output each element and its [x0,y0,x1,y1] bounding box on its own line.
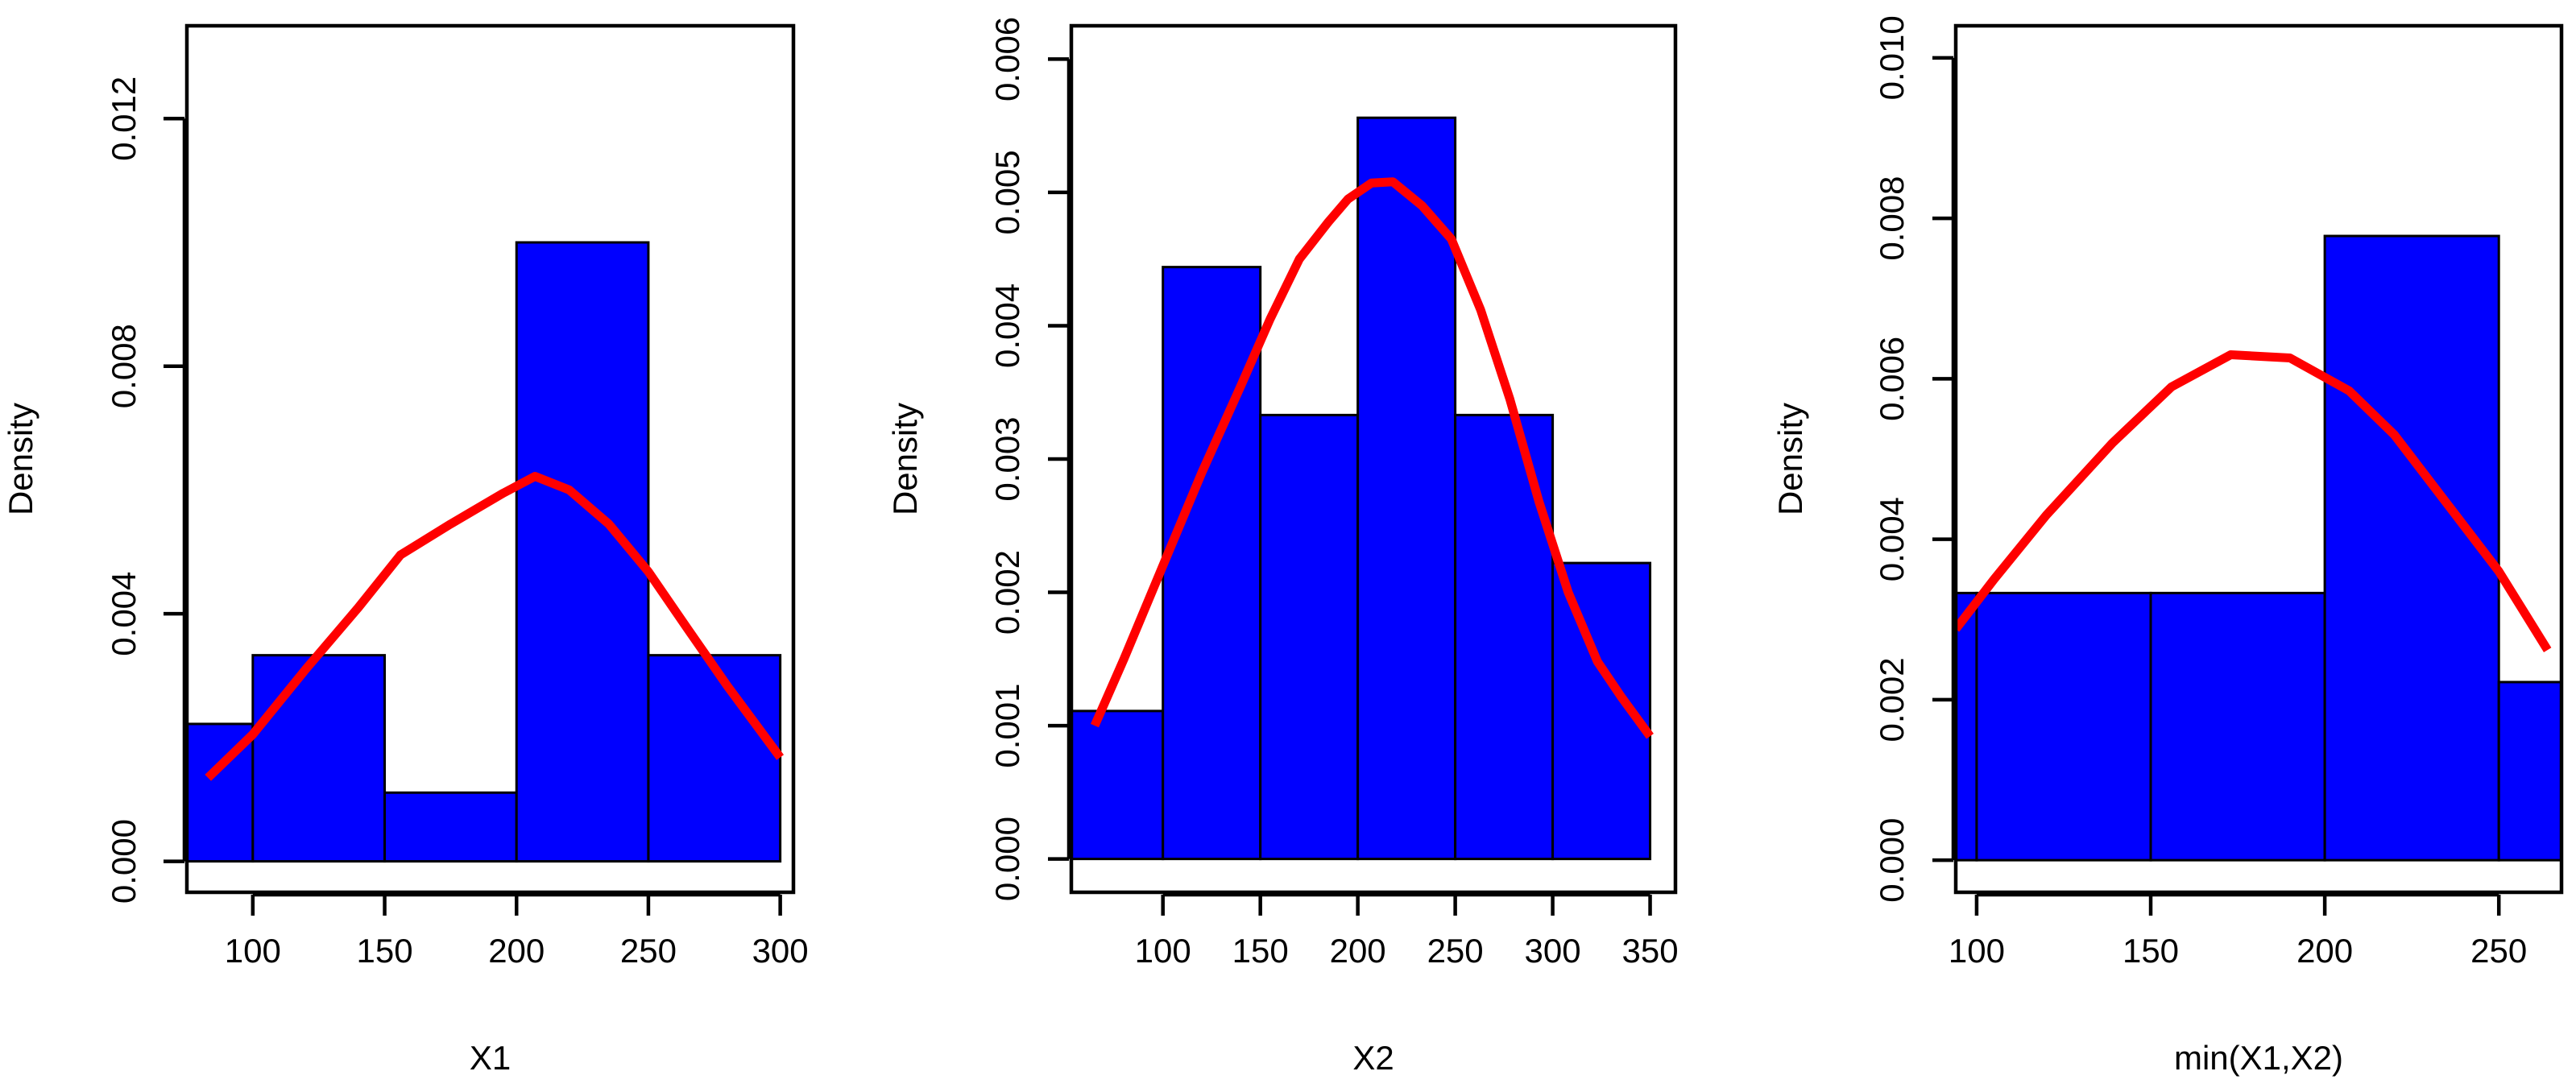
x-tick-label: 100 [1949,932,2005,970]
y-tick-label: 0.004 [988,283,1026,368]
histogram-bar-3 [2323,234,2500,862]
y-tick-label: 0.002 [988,550,1026,635]
y-tick-label: 0.008 [1873,176,1911,261]
y-tick-label: 0.010 [1873,15,1911,100]
y-tick-label: 0.004 [105,572,143,656]
y-tick-label: 0.005 [988,150,1026,234]
x-tick-label: 150 [2123,932,2179,970]
histogram-panel-x1: 100 150 200 250 300 0.000 0.004 0.008 0.012 X1 Den… [2,23,809,1077]
y-tick-label: 0.006 [1873,337,1911,421]
x-tick-label: 350 [1622,932,1679,970]
histogram-bar-0 [1954,591,1978,862]
x-tick-label: 100 [1135,932,1191,970]
plot-frame [1069,23,1678,895]
x-axis-title: X1 [470,1039,511,1077]
density-curve [1952,350,2552,652]
x-tick-label: 150 [357,932,413,970]
histogram-panel-x2: 100 150 200 250 300 350 0.000 0.001 0.002 0.003 0.… [886,17,1679,1077]
x-tick-label: 100 [225,932,281,970]
histogram-panel-min-x1-x2: 100 150 200 250 0.000 0.002 0.004 0.006 0.008 0.0… [1771,15,2564,1077]
histogram-bar-4 [2497,680,2563,862]
x-tick-label: 150 [1232,932,1289,970]
y-tick-label: 0.000 [1873,818,1911,903]
x-tick-label: 200 [488,932,545,970]
histogram-bar-4 [1454,413,1555,861]
y-tick-label: 0.004 [1873,497,1911,581]
y-tick-label: 0.012 [105,77,143,161]
y-tick-label: 0.000 [105,819,143,904]
y-tick-label: 0.001 [988,684,1026,768]
plot-frame [1953,23,2564,895]
y-tick-label: 0.000 [988,817,1026,901]
y-tick-label: 0.003 [988,416,1026,501]
x-tick-label: 250 [1427,932,1484,970]
y-tick-label: 0.006 [988,17,1026,101]
x-tick-label: 200 [2296,932,2353,970]
x-axis-title: X2 [1352,1039,1394,1077]
histogram-bar-1 [251,654,387,863]
plot-frame [184,23,796,895]
histogram-bar-2 [1259,413,1360,861]
histogram-bar-0 [1070,709,1165,861]
x-axis-title: min(X1,X2) [2174,1039,2343,1077]
histogram-bar-1 [1975,591,2152,862]
histogram-bar-2 [2149,591,2326,862]
y-axis-title: Density [1771,403,1809,515]
histogram-bar-4 [647,654,782,863]
x-tick-label: 200 [1330,932,1386,970]
x-tick-label: 250 [2470,932,2527,970]
y-tick-label: 0.002 [1873,657,1911,742]
histogram-bar-2 [383,791,518,863]
x-tick-label: 300 [752,932,809,970]
y-tick-label: 0.008 [105,324,143,408]
x-tick-label: 250 [620,932,677,970]
y-axis-title: Density [886,403,924,515]
histogram-bar-1 [1162,266,1262,861]
x-tick-label: 300 [1525,932,1581,970]
y-axis-title: Density [2,403,39,515]
density-curve [1090,177,1654,739]
density-curve [205,472,785,781]
